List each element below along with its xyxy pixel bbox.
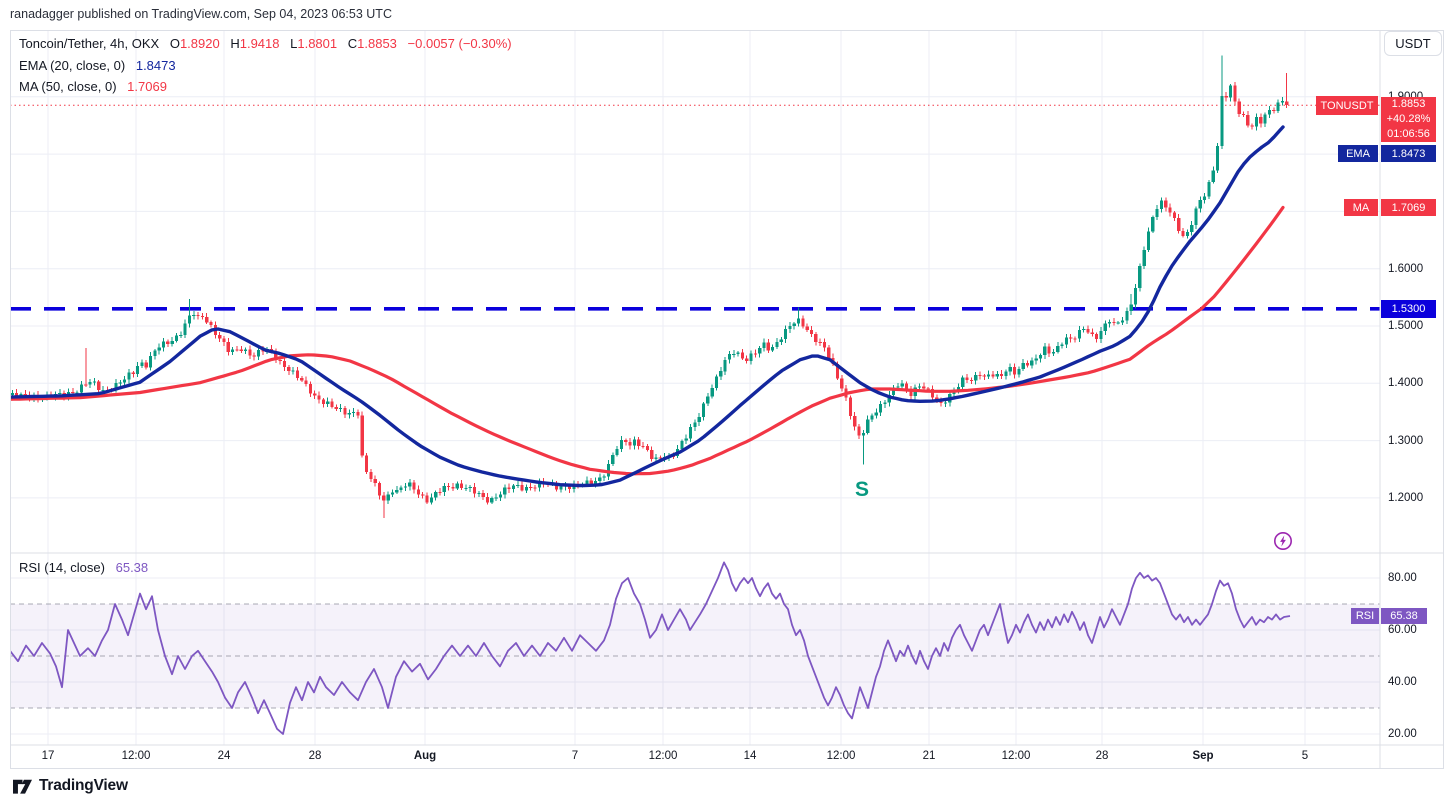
time-axis-label: 21: [922, 750, 936, 762]
time-axis-label: Sep: [1192, 750, 1214, 762]
ema-axis-badge-label: EMA: [1338, 145, 1378, 162]
rsi-legend-label: RSI (14, close): [19, 560, 105, 575]
symbol-price-badge: 1.8853 +40.28% 01:06:56: [1381, 97, 1436, 142]
ohlc-close-value: 1.8853: [357, 36, 397, 51]
rsi-axis-label: 80.00: [1388, 572, 1417, 584]
tradingview-logo[interactable]: TradingView: [12, 776, 128, 795]
ema-legend-value: 1.8473: [135, 57, 176, 73]
rsi-legend-value: 65.38: [115, 560, 149, 575]
candlestick-series: [10, 55, 1289, 518]
time-axis-label: 12:00: [648, 750, 678, 762]
rsi-axis-label: 40.00: [1388, 676, 1417, 688]
rsi-axis-label: 20.00: [1388, 728, 1417, 740]
sell-signal-marker: S: [854, 478, 870, 501]
ma-legend-row[interactable]: MA (50, close, 0) 1.7069: [19, 76, 512, 98]
ohlc-high-value: 1.9418: [239, 36, 280, 51]
time-axis-label: 12:00: [826, 750, 856, 762]
time-axis-label: 12:00: [121, 750, 151, 762]
symbol-legend-row[interactable]: Toncoin/Tether, 4h, OKX O1.8920 H1.9418 …: [19, 33, 512, 55]
time-axis-label: 12:00: [1001, 750, 1031, 762]
price-axis-label: 1.3000: [1388, 435, 1424, 447]
price-axis-label: 1.4000: [1388, 377, 1424, 389]
time-axis-label: 17: [41, 750, 55, 762]
ema-legend-label: EMA (20, close, 0): [19, 57, 126, 73]
rsi-line: [10, 561, 1291, 735]
symbol-price-value: 1.8853: [1391, 98, 1426, 110]
ohlc-low-value: 1.8801: [297, 36, 338, 51]
time-axis-label: Aug: [413, 750, 437, 762]
price-axis-label: 1.6000: [1388, 263, 1424, 275]
ma-legend-label: MA (50, close, 0): [19, 79, 117, 94]
price-axis-label: 1.5000: [1388, 320, 1424, 332]
attribution-text: ranadagger published on TradingView.com,…: [10, 7, 392, 21]
symbol-price-badge-label: TONUSDT: [1316, 96, 1378, 115]
time-axis-label: 7: [571, 750, 579, 762]
ema20-line: [10, 125, 1285, 488]
time-axis-label: 14: [743, 750, 757, 762]
time-axis-label: 5: [1301, 750, 1309, 762]
ohlc-open-value: 1.8920: [179, 36, 220, 51]
rsi-legend-row[interactable]: RSI (14, close) 65.38: [19, 560, 148, 575]
bar-countdown: 01:06:56: [1387, 128, 1430, 140]
tradingview-logo-text: TradingView: [39, 776, 128, 794]
chart-frame: [10, 30, 1444, 769]
time-axis-label: 28: [308, 750, 322, 762]
ohlc-close-label: C: [347, 36, 358, 51]
symbol-title: Toncoin/Tether, 4h, OKX: [19, 36, 160, 51]
price-axis-label: 1.2000: [1388, 492, 1424, 504]
ohlc-low-label: L: [290, 36, 298, 51]
ma-axis-badge-value: 1.7069: [1381, 199, 1436, 216]
rsi-axis-label: 60.00: [1388, 624, 1417, 636]
tradingview-logo-icon: [13, 779, 32, 794]
rsi-band: [10, 603, 1380, 709]
rsi-axis-badge-label: RSI: [1351, 608, 1379, 624]
lightning-bolt-icon[interactable]: [1273, 531, 1293, 551]
chart-legend: Toncoin/Tether, 4h, OKX O1.8920 H1.9418 …: [19, 33, 512, 98]
reference-lines: [10, 104, 1380, 311]
time-axis-label: 24: [217, 750, 231, 762]
ohlc-change: −0.0057 (−0.30%): [407, 36, 512, 51]
ma-legend-value: 1.7069: [127, 79, 167, 94]
level-axis-badge: 1.5300: [1381, 300, 1436, 318]
ema-legend-row[interactable]: EMA (20, close, 0) 1.8473: [19, 55, 512, 77]
ema-axis-badge-value: 1.8473: [1381, 145, 1436, 162]
ohlc-open-label: O: [169, 36, 180, 51]
ohlc-high-label: H: [230, 36, 240, 51]
ma50-line: [10, 205, 1285, 476]
ma-axis-badge-label: MA: [1344, 199, 1378, 216]
symbol-change-percent: +40.28%: [1386, 113, 1431, 125]
currency-unit-button[interactable]: USDT: [1384, 31, 1442, 56]
time-axis-label: 28: [1095, 750, 1109, 762]
rsi-axis-badge-value: 65.38: [1381, 608, 1427, 624]
